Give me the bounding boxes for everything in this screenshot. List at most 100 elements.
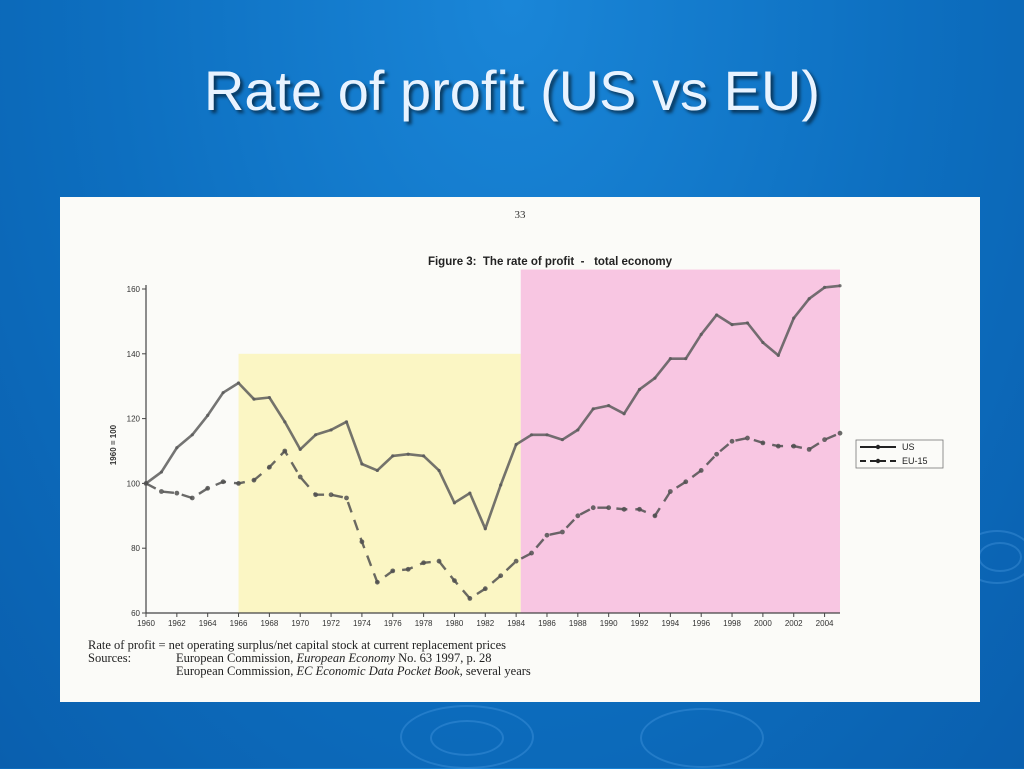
data-point bbox=[313, 492, 319, 498]
data-point bbox=[206, 413, 210, 417]
highlight-band-1 bbox=[238, 353, 521, 613]
data-point bbox=[391, 454, 395, 458]
data-point bbox=[683, 479, 689, 485]
ripple-decoration bbox=[978, 542, 1022, 572]
data-point bbox=[652, 513, 658, 519]
sources-label: Sources: bbox=[88, 651, 132, 665]
y-tick-label: 120 bbox=[127, 415, 141, 424]
x-tick-label: 2002 bbox=[785, 619, 803, 628]
data-point bbox=[838, 284, 842, 288]
data-point bbox=[760, 440, 766, 446]
x-tick-label: 1976 bbox=[384, 619, 402, 628]
chart-title: Figure 3: The rate of profit - total eco… bbox=[428, 256, 673, 268]
data-point bbox=[606, 505, 612, 511]
data-point bbox=[159, 470, 164, 474]
data-point bbox=[283, 420, 287, 424]
data-point bbox=[637, 387, 642, 392]
x-tick-label: 1998 bbox=[723, 619, 741, 628]
ripple-decoration bbox=[430, 720, 504, 756]
y-axis-label: 1960 = 100 bbox=[109, 424, 118, 465]
x-tick-label: 1988 bbox=[569, 619, 587, 628]
data-point bbox=[637, 506, 642, 512]
data-point bbox=[159, 489, 164, 494]
data-point bbox=[406, 452, 410, 456]
data-point bbox=[668, 357, 672, 361]
data-point bbox=[143, 481, 149, 486]
data-point bbox=[514, 442, 518, 447]
data-point bbox=[729, 438, 735, 444]
x-tick-label: 1972 bbox=[322, 619, 340, 628]
data-point bbox=[205, 485, 211, 491]
data-point bbox=[684, 357, 688, 361]
data-point bbox=[174, 490, 180, 496]
ripple-decoration bbox=[640, 708, 764, 768]
data-point bbox=[344, 420, 349, 424]
y-tick-label: 100 bbox=[127, 479, 141, 488]
x-tick-label: 1980 bbox=[446, 619, 464, 628]
x-tick-label: 1982 bbox=[476, 619, 494, 628]
x-tick-label: 2000 bbox=[754, 619, 772, 628]
data-point bbox=[529, 550, 534, 556]
data-point bbox=[467, 596, 473, 601]
data-point bbox=[499, 483, 503, 487]
data-point bbox=[745, 435, 750, 441]
data-point bbox=[698, 468, 704, 473]
data-point bbox=[360, 462, 364, 466]
definition-note: Rate of profit = net operating surplus/n… bbox=[88, 638, 507, 652]
x-tick-label: 2004 bbox=[816, 619, 834, 628]
data-point bbox=[436, 558, 442, 564]
data-point bbox=[730, 323, 734, 327]
data-point bbox=[267, 395, 271, 400]
x-tick-label: 1986 bbox=[538, 619, 556, 628]
legend-label: US bbox=[902, 442, 915, 452]
x-tick-label: 1968 bbox=[260, 619, 278, 628]
source-2-prefix: European Commission, bbox=[176, 664, 297, 678]
data-point bbox=[297, 474, 303, 480]
source-1-title: European Economy bbox=[296, 651, 395, 665]
data-point bbox=[359, 539, 365, 545]
x-tick-label: 1962 bbox=[168, 619, 186, 628]
data-point bbox=[714, 451, 720, 457]
source-2-suffix: , several years bbox=[459, 664, 531, 678]
data-point bbox=[607, 404, 611, 408]
data-point bbox=[776, 353, 780, 358]
data-point bbox=[822, 437, 827, 443]
slide-title: Rate of profit (US vs EU) bbox=[203, 59, 821, 122]
data-point bbox=[437, 468, 441, 473]
data-point bbox=[175, 446, 179, 450]
data-point bbox=[252, 397, 256, 401]
data-point bbox=[761, 340, 765, 345]
legend: US EU-15 bbox=[855, 439, 944, 469]
data-point bbox=[314, 433, 318, 437]
x-tick-label: 1990 bbox=[600, 619, 618, 628]
data-point bbox=[468, 491, 472, 495]
data-point bbox=[807, 297, 811, 301]
data-point bbox=[544, 532, 550, 538]
highlight-band-2 bbox=[520, 269, 840, 613]
x-tick-label: 1960 bbox=[137, 619, 155, 628]
x-tick-label: 1992 bbox=[631, 619, 649, 628]
data-point bbox=[775, 443, 781, 449]
data-point bbox=[791, 443, 797, 449]
data-point bbox=[576, 428, 580, 432]
data-point bbox=[374, 579, 380, 585]
x-tick-label: 1964 bbox=[199, 619, 217, 628]
data-point bbox=[328, 492, 334, 498]
data-point bbox=[806, 446, 812, 452]
data-point bbox=[483, 527, 487, 531]
page-number: 33 bbox=[515, 209, 527, 221]
data-point bbox=[653, 376, 657, 380]
data-point bbox=[622, 412, 626, 416]
y-tick-label: 80 bbox=[131, 544, 140, 553]
data-point bbox=[344, 495, 349, 501]
data-point bbox=[189, 495, 195, 501]
x-tick-label: 1996 bbox=[692, 619, 710, 628]
data-point bbox=[699, 332, 703, 336]
series-line-eu-15 bbox=[145, 432, 841, 600]
y-tick-label: 140 bbox=[127, 350, 141, 359]
data-point bbox=[220, 479, 226, 485]
data-point bbox=[575, 513, 581, 519]
chart-notes: Rate of profit = net operating surplus/n… bbox=[88, 639, 531, 678]
data-point bbox=[482, 586, 488, 592]
source-1-prefix: European Commission, bbox=[176, 651, 297, 665]
